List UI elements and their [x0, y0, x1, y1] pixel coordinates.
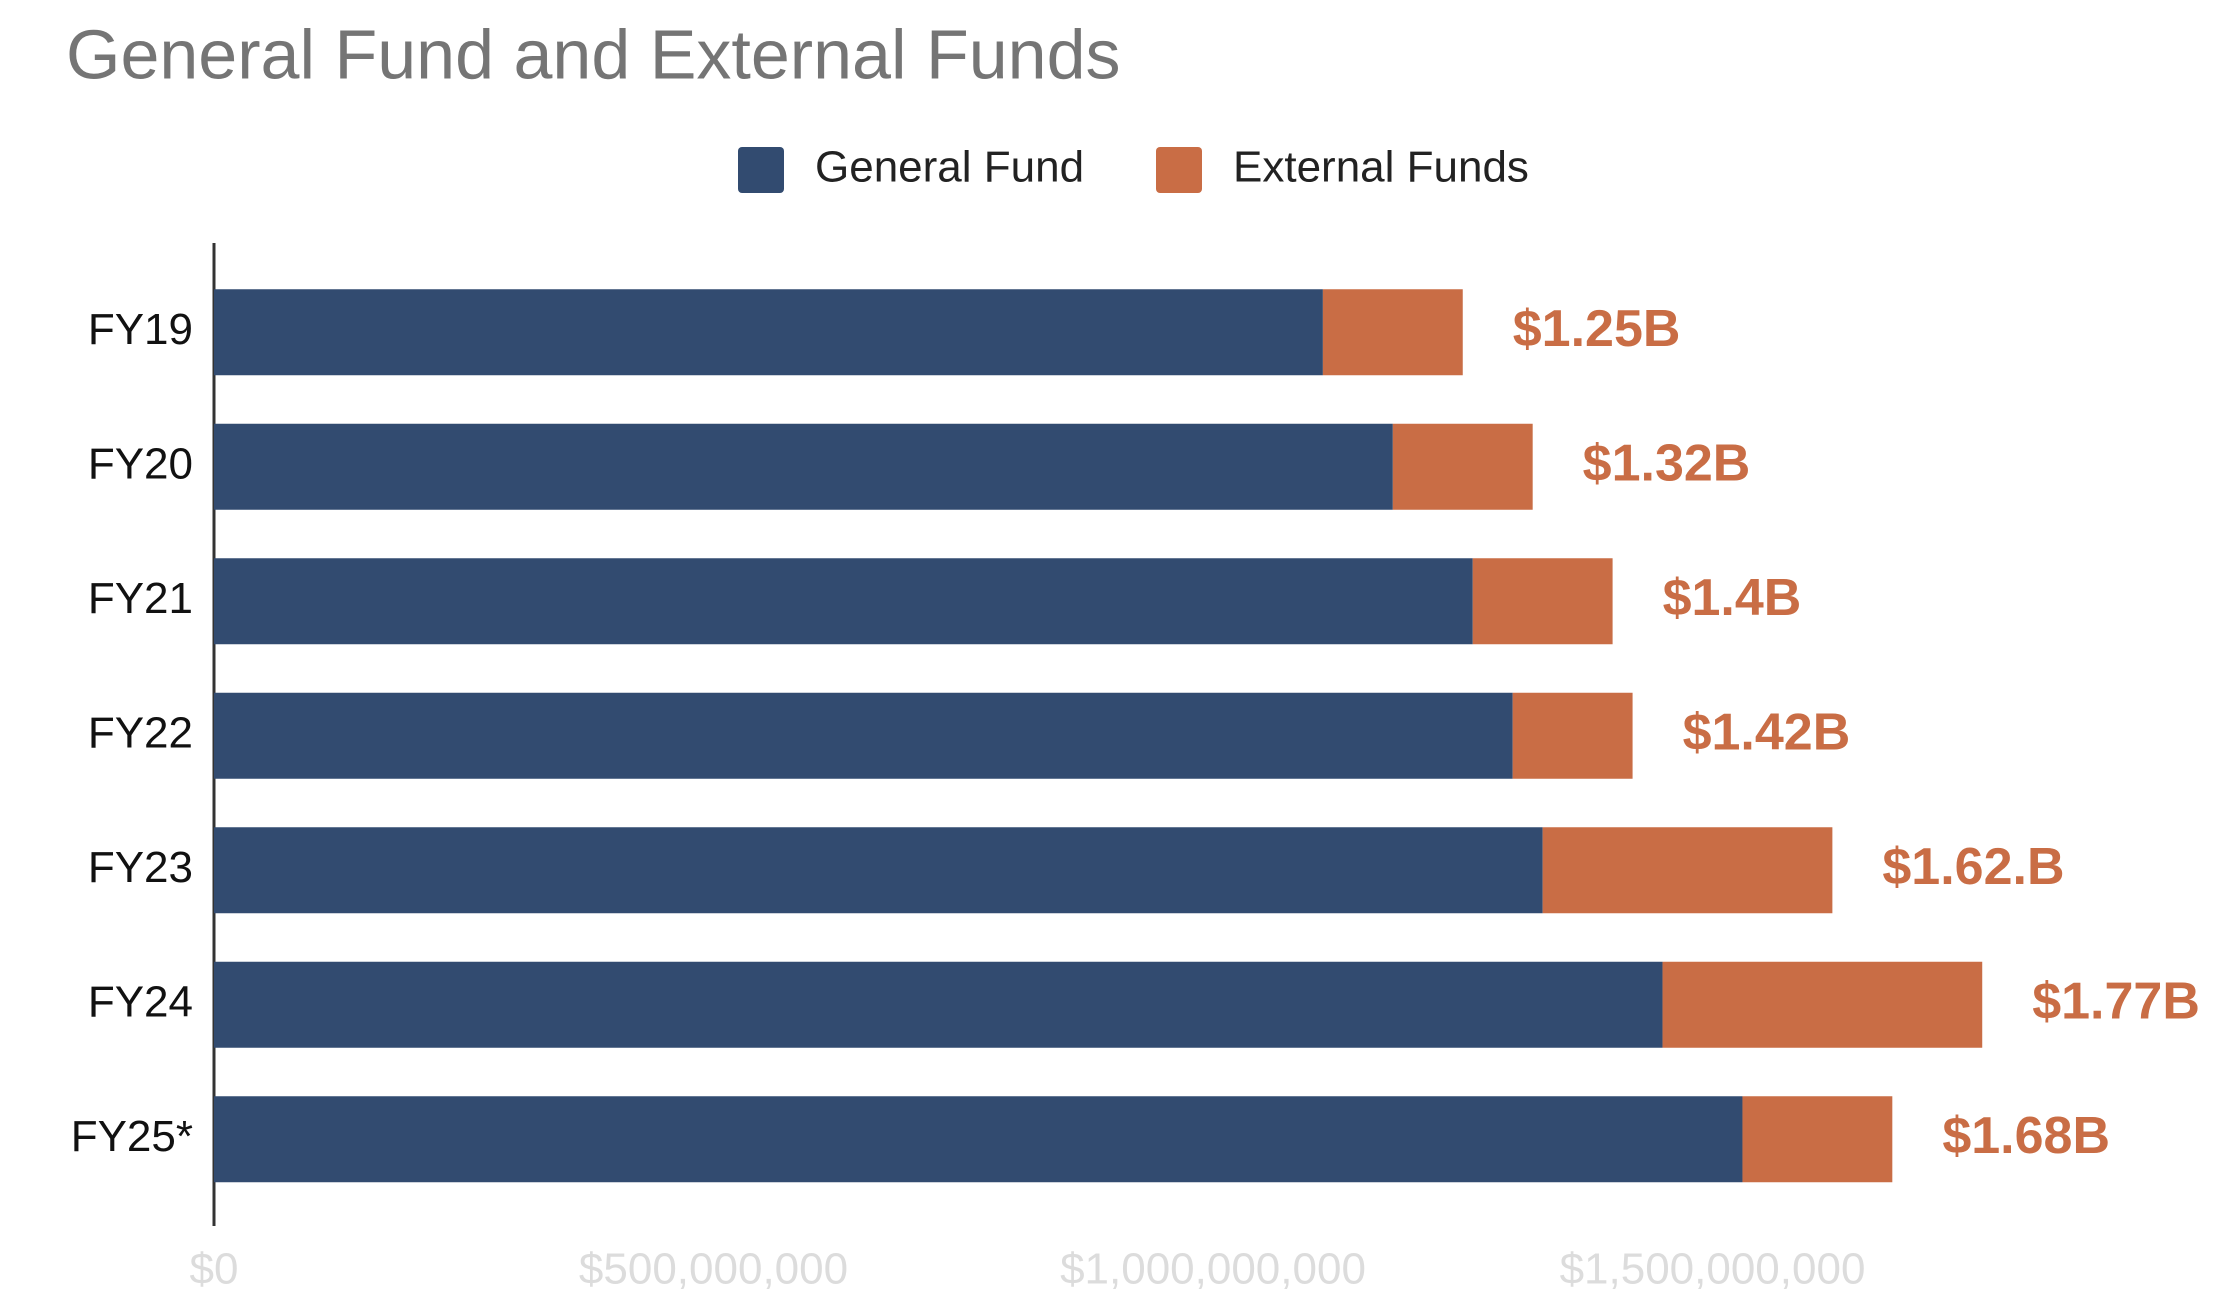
x-tick-label: $0 [190, 1245, 239, 1294]
bar-segment [1472, 558, 1613, 645]
bar-segment [214, 558, 1473, 645]
y-tick-label: FY20 [88, 439, 193, 488]
bar-segment [214, 1096, 1743, 1183]
bar-segment [214, 827, 1543, 914]
bar-segment [1322, 289, 1463, 376]
y-tick-label: FY19 [88, 305, 193, 354]
chart-title: General Fund and External Funds [66, 15, 1121, 93]
bar-segment [214, 289, 1323, 376]
total-label: $1.42B [1683, 703, 1851, 761]
legend-label: External Funds [1233, 143, 1529, 192]
x-tick-label: $500,000,000 [579, 1245, 848, 1294]
bar-segment [1542, 827, 1833, 914]
y-tick-label: FY23 [88, 843, 193, 892]
bar-segment [214, 423, 1393, 510]
y-tick-label: FY22 [88, 708, 193, 757]
y-tick-label: FY21 [88, 574, 193, 623]
total-label: $1.32B [1583, 434, 1751, 492]
bar-segment [1662, 961, 1983, 1048]
y-tick-label: FY25* [71, 1112, 193, 1161]
bar-segment [1742, 1096, 1893, 1183]
total-label: $1.25B [1513, 300, 1681, 358]
x-tick-label: $1,500,000,000 [1560, 1245, 1866, 1294]
bar-segment [214, 961, 1663, 1048]
total-label: $1.62.B [1882, 838, 2064, 896]
bar-segment [214, 692, 1513, 779]
legend-label: General Fund [815, 143, 1084, 192]
total-label: $1.4B [1663, 569, 1802, 627]
legend-swatch [1156, 147, 1202, 193]
total-label: $1.77B [2032, 972, 2200, 1030]
legend-swatch [738, 147, 784, 193]
y-tick-label: FY24 [88, 977, 193, 1026]
total-label: $1.68B [1942, 1107, 2110, 1165]
bar-segment [1392, 423, 1533, 510]
x-tick-label: $1,000,000,000 [1060, 1245, 1366, 1294]
bar-segment [1512, 692, 1633, 779]
